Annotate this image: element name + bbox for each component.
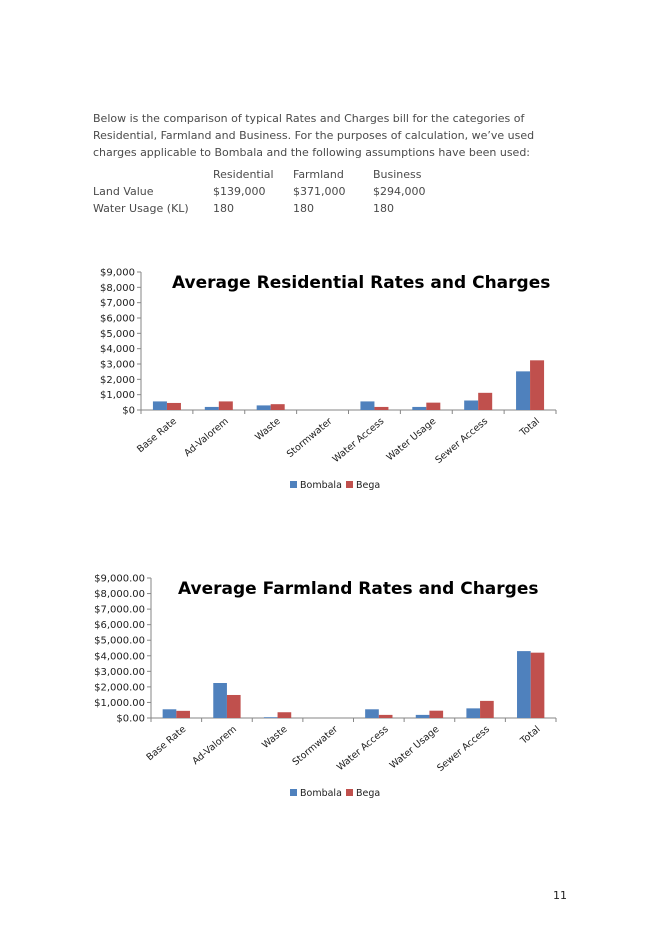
y-tick-label: $0	[122, 406, 135, 417]
bar-bega	[166, 402, 181, 410]
bar-bega	[480, 700, 494, 718]
x-tick-label: Water Usage	[388, 724, 442, 772]
bar-bombala	[365, 709, 379, 718]
x-tick-label: Ad-Valorem	[190, 724, 238, 767]
assumptions-cell: $294,000	[373, 185, 426, 198]
assumptions-header-cell: Residential	[213, 168, 274, 181]
x-tick-label: Total	[518, 724, 543, 747]
assumptions-header-cell: Business	[373, 168, 422, 181]
y-tick-label: $6,000	[100, 314, 135, 325]
bar-bega	[218, 401, 233, 410]
x-tick-label: Base Rate	[144, 724, 188, 763]
bar-bega	[530, 360, 545, 410]
chart-title: Average Farmland Rates and Charges	[178, 579, 538, 599]
assumptions-header-cell: Farmland	[293, 168, 344, 181]
x-tick-label: Sewer Access	[433, 416, 490, 466]
x-tick-label: Water Access	[335, 724, 391, 773]
assumptions-header-row: Residential Farmland Business	[93, 168, 453, 185]
x-tick-label: Stormwater	[285, 416, 335, 460]
y-tick-label: $8,000	[100, 283, 135, 294]
bar-bega	[277, 712, 292, 718]
chart-title: Average Residential Rates and Charges	[172, 273, 550, 293]
y-tick-label: $6,000.00	[94, 620, 145, 631]
bar-bega	[478, 392, 493, 410]
assumptions-header-cell	[93, 168, 213, 185]
y-tick-label: $4,000	[100, 344, 135, 355]
y-tick-label: $3,000.00	[94, 667, 145, 678]
bar-bega	[530, 652, 545, 718]
bar-bombala	[517, 651, 531, 718]
bar-bombala	[162, 709, 177, 718]
assumptions-row: Water Usage (KL) 180 180 180	[93, 202, 453, 219]
legend-swatch-bega	[346, 481, 353, 488]
bar-bega	[429, 710, 444, 718]
legend-label-bega: Bega	[356, 788, 380, 799]
legend-label-bega: Bega	[356, 480, 380, 491]
intro-paragraph: Below is the comparison of typical Rates…	[93, 112, 535, 159]
bar-bombala	[415, 714, 430, 718]
bar-bombala	[516, 371, 531, 410]
assumptions-row-label: Land Value	[93, 185, 154, 198]
assumptions-row: Land Value $139,000 $371,000 $294,000	[93, 185, 453, 202]
bar-bombala	[213, 683, 227, 718]
y-tick-label: $5,000.00	[94, 636, 145, 647]
y-tick-label: $1,000	[100, 390, 135, 401]
bar-bega	[378, 714, 393, 718]
y-tick-label: $3,000	[100, 360, 135, 371]
bar-bombala	[466, 708, 481, 718]
x-tick-label: Sewer Access	[435, 724, 492, 774]
bar-bombala	[464, 400, 479, 410]
bar-bombala	[412, 406, 427, 410]
residential-chart: Average Residential Rates and Charges $0 $…	[100, 268, 557, 491]
bar-bega	[176, 710, 190, 718]
bar-bega	[226, 694, 241, 718]
page-number: 11	[553, 889, 567, 902]
bar-bombala	[263, 717, 278, 718]
y-tick-label: $5,000	[100, 329, 135, 340]
assumptions-row-label: Water Usage (KL)	[93, 202, 189, 215]
bar-bega	[426, 402, 441, 410]
farmland-chart: Average Farmland Rates and Charges $0.00 $…	[94, 574, 557, 799]
assumptions-cell: 180	[293, 202, 314, 215]
bar-bega	[374, 406, 389, 410]
y-tick-label: $0.00	[116, 714, 145, 725]
bar-bega	[270, 404, 285, 410]
x-tick-label: Stormwater	[290, 724, 340, 768]
y-tick-label: $2,000.00	[94, 682, 145, 693]
bar-bombala	[204, 406, 219, 410]
assumptions-cell: 180	[213, 202, 234, 215]
assumptions-table: Residential Farmland Business Land Value…	[93, 168, 453, 219]
x-tick-label: Water Usage	[385, 416, 439, 464]
assumptions-cell: 180	[373, 202, 394, 215]
y-tick-label: $9,000	[100, 268, 135, 279]
bar-bombala	[152, 401, 167, 410]
x-tick-label: Waste	[253, 416, 283, 443]
x-tick-label: Base Rate	[135, 416, 179, 455]
y-tick-label: $7,000	[100, 298, 135, 309]
assumptions-cell: $371,000	[293, 185, 346, 198]
y-tick-label: $8,000.00	[94, 589, 145, 600]
y-tick-label: $7,000.00	[94, 605, 145, 616]
y-tick-label: $9,000.00	[94, 574, 145, 585]
legend-swatch-bombala	[290, 789, 297, 796]
x-tick-label: Water Access	[331, 416, 387, 465]
assumptions-cell: $139,000	[213, 185, 266, 198]
y-tick-label: $2,000	[100, 375, 135, 386]
legend-label-bombala: Bombala	[300, 480, 342, 491]
legend-label-bombala: Bombala	[300, 788, 342, 799]
bar-bombala	[360, 401, 375, 410]
bar-bombala	[256, 405, 271, 410]
legend-swatch-bombala	[290, 481, 297, 488]
x-tick-label: Total	[517, 416, 542, 439]
x-tick-label: Ad-Valorem	[182, 416, 230, 459]
x-tick-label: Waste	[260, 724, 290, 751]
y-tick-label: $4,000.00	[94, 651, 145, 662]
y-tick-label: $1,000.00	[94, 698, 145, 709]
legend-swatch-bega	[346, 789, 353, 796]
